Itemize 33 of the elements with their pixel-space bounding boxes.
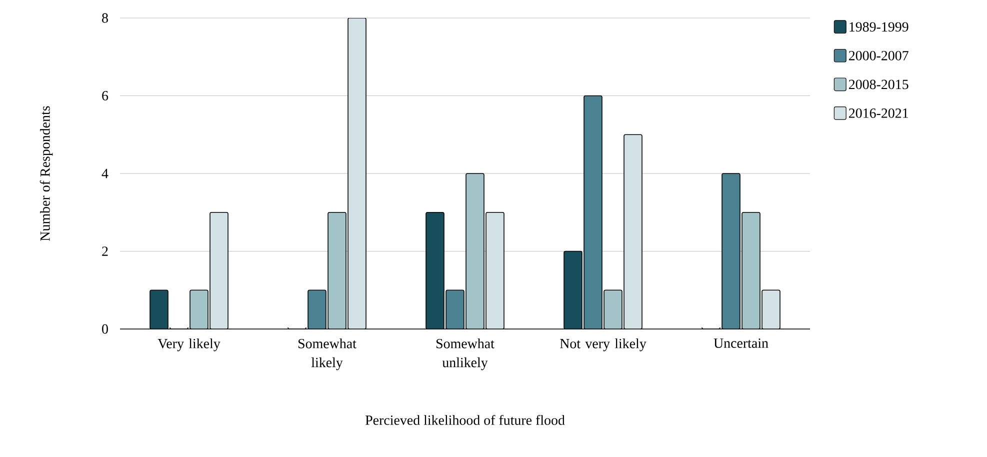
bar [486, 212, 504, 329]
bar [604, 290, 622, 329]
bar [426, 212, 444, 329]
bar [564, 250, 582, 329]
legend-label: 2016-2021 [848, 108, 908, 118]
legend-label: 2008-2015 [848, 80, 908, 90]
bar [328, 212, 346, 329]
bar [466, 173, 484, 329]
bar [308, 290, 326, 329]
y-tick-label: 6 [102, 91, 108, 100]
y-tick-label: 4 [102, 168, 108, 178]
legend-label: 2000-2007 [848, 50, 908, 60]
bar [210, 212, 228, 329]
y-tick-label: 2 [102, 246, 108, 256]
y-tick-label: 8 [102, 13, 108, 23]
x-tick-label: Somewhat likely [298, 338, 356, 370]
bar [348, 18, 366, 329]
bar [150, 290, 168, 329]
x-tick-label: Not very likely [560, 338, 646, 352]
x-tick-label: Very likely [158, 338, 220, 352]
legend-label: 1989-1999 [850, 22, 908, 32]
bar [190, 290, 208, 329]
x-tick-label: Somewhat unlikely [436, 338, 494, 370]
x-tick-label: Uncertain [714, 338, 768, 348]
bar [742, 212, 760, 329]
bar [762, 290, 780, 329]
bar [722, 173, 740, 329]
y-axis-title: Number of Respondents [40, 106, 53, 241]
bar [624, 134, 642, 329]
bar [584, 95, 602, 329]
y-tick-label: 0 [102, 324, 108, 334]
bar [446, 290, 464, 329]
x-axis-title: Percieved likelihood of future flood [365, 414, 565, 425]
